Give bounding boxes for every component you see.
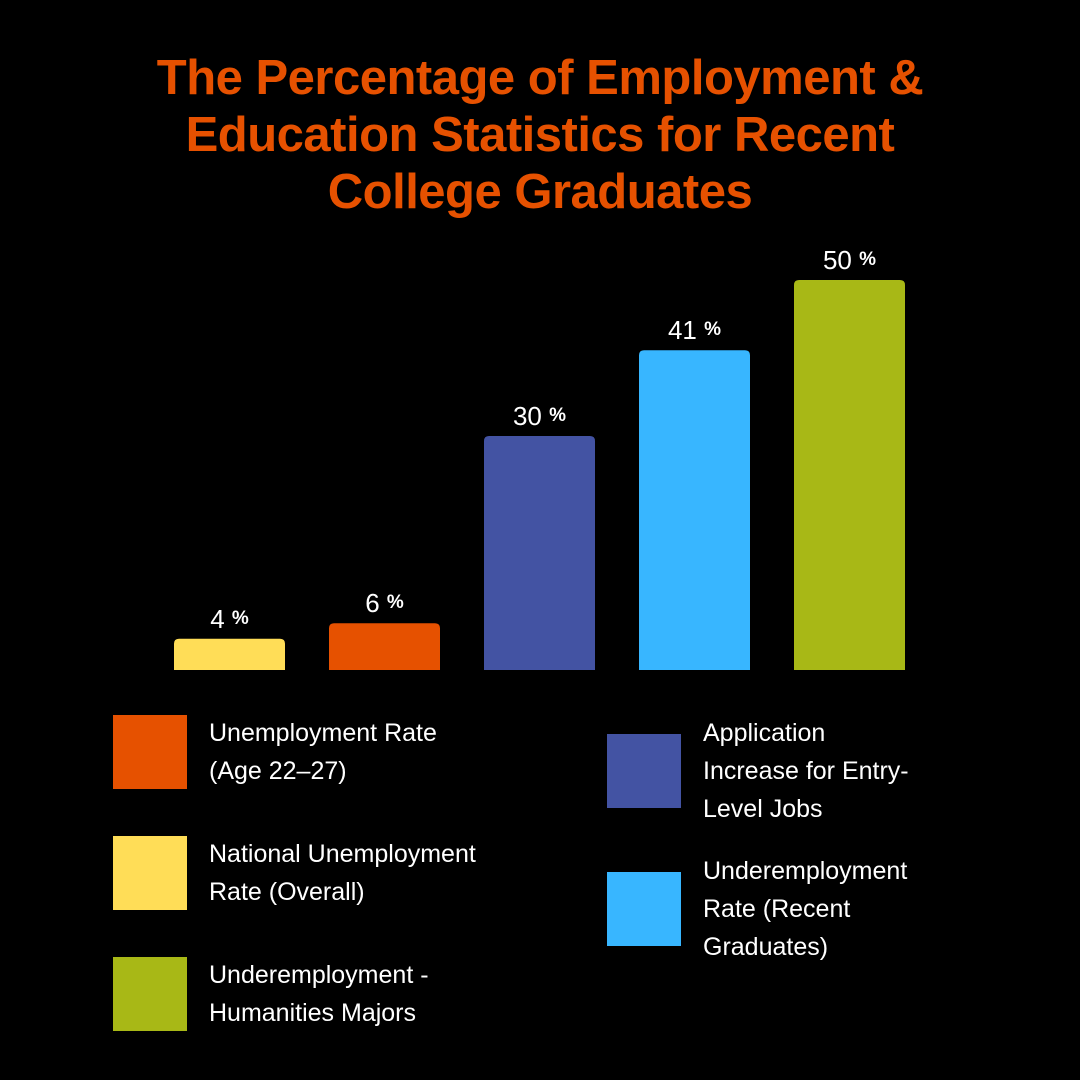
bar-value-label-4: 41 %	[668, 315, 721, 345]
legend-swatch	[113, 715, 187, 789]
bar-2	[329, 623, 440, 670]
bar-value-label-3: 30 %	[513, 401, 566, 431]
legend-swatch	[607, 872, 681, 946]
legend-label: Application Increase for Entry- Level Jobs	[703, 719, 909, 823]
chart-title-line-1: The Percentage of Employment &	[156, 51, 924, 105]
bar-5	[794, 280, 905, 670]
chart-title-line-2: Education Statistics for Recent	[185, 108, 895, 162]
bar-1	[174, 638, 285, 670]
legend-item-2: National Unemployment Rate (Overall)	[113, 835, 476, 911]
legend-label: National Unemployment Rate (Overall)	[209, 840, 476, 906]
legend-item-4: Application Increase for Entry- Level Jobs	[607, 714, 909, 828]
legend-label: Underemployment - Humanities Majors	[209, 961, 429, 1027]
legend-label: Unemployment Rate (Age 22–27)	[209, 719, 437, 785]
legend-item-3: Underemployment - Humanities Majors	[113, 956, 429, 1032]
legend-item-1: Unemployment Rate (Age 22–27)	[113, 714, 437, 790]
bar-chart: 4 % 6 % 30 % 41 % 50 %	[174, 245, 905, 670]
legend-item-5: Underemployment Rate (Recent Graduates)	[607, 852, 907, 966]
legend-swatch	[607, 734, 681, 808]
bar-value-label-2: 6 %	[365, 588, 404, 618]
bar-value-label-1: 4 %	[210, 604, 249, 634]
bar-4	[639, 350, 750, 670]
legend-label: Underemployment Rate (Recent Graduates)	[703, 857, 908, 961]
legend-swatch	[113, 836, 187, 910]
legend-swatch	[113, 957, 187, 1031]
chart-title-line-3: College Graduates	[327, 165, 753, 219]
chart-title: The Percentage of Employment & Education…	[60, 50, 1020, 221]
bar-value-label-5: 50 %	[823, 245, 876, 275]
bar-3	[484, 436, 595, 670]
